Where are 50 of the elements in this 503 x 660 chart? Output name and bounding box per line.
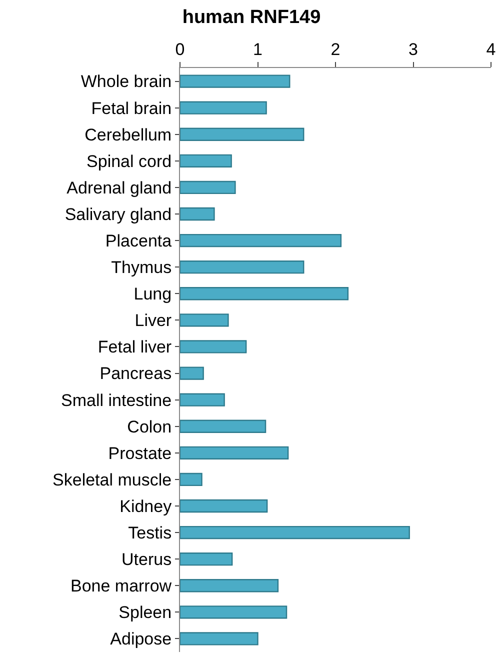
y-tick-label: Thymus <box>111 258 172 278</box>
bar <box>180 632 258 646</box>
x-tick-label: 4 <box>486 40 496 60</box>
bar <box>180 606 288 619</box>
bar <box>180 552 233 566</box>
x-tick-label: 1 <box>253 40 262 60</box>
bar <box>180 287 349 300</box>
bar <box>180 499 268 513</box>
bar <box>180 314 229 327</box>
bar <box>180 101 267 114</box>
y-tick-label: Skeletal muscle <box>52 470 172 490</box>
y-tick-label: Salivary gland <box>64 204 172 224</box>
bar <box>180 472 202 486</box>
x-tick-label: 3 <box>408 40 418 60</box>
y-tick-label: Liver <box>134 311 172 330</box>
chart-title: human RNF149 <box>182 7 321 28</box>
x-tick-label: 2 <box>330 40 340 60</box>
y-tick-label: Spinal cord <box>86 152 172 171</box>
y-tick-label: Testis <box>128 524 172 542</box>
x-tick-label: 0 <box>175 40 185 60</box>
bar <box>180 420 266 433</box>
y-tick-label: Prostate <box>108 444 172 463</box>
bar <box>180 526 410 540</box>
bar <box>180 340 247 354</box>
bar <box>180 366 204 380</box>
y-tick-label: Uterus <box>122 550 172 570</box>
y-tick-label: Bone marrow <box>70 576 172 596</box>
bar <box>180 207 215 221</box>
y-tick-label: Placenta <box>105 232 172 250</box>
y-tick-label: Adrenal gland <box>66 178 172 198</box>
bar <box>180 579 279 592</box>
bar <box>180 154 232 168</box>
y-tick-label: Small intestine <box>61 390 172 410</box>
y-tick-label: Spleen <box>118 603 172 622</box>
y-tick-label: Pancreas <box>100 364 172 384</box>
y-tick-label: Whole brain <box>80 72 172 92</box>
bar <box>180 74 290 88</box>
y-tick-label: Adipose <box>110 630 172 649</box>
bar <box>180 260 304 274</box>
bar <box>180 128 304 141</box>
y-tick-label: Cerebellum <box>84 125 172 144</box>
y-tick-label: Colon <box>127 417 172 436</box>
bar <box>180 446 289 460</box>
y-tick-label: Fetal liver <box>98 338 172 357</box>
y-tick-label: Kidney <box>120 496 172 516</box>
bar <box>180 393 225 406</box>
y-tick-label: Fetal brain <box>91 98 172 118</box>
y-tick-label: Lung <box>134 284 172 304</box>
bar <box>180 234 342 248</box>
bar <box>180 180 236 194</box>
